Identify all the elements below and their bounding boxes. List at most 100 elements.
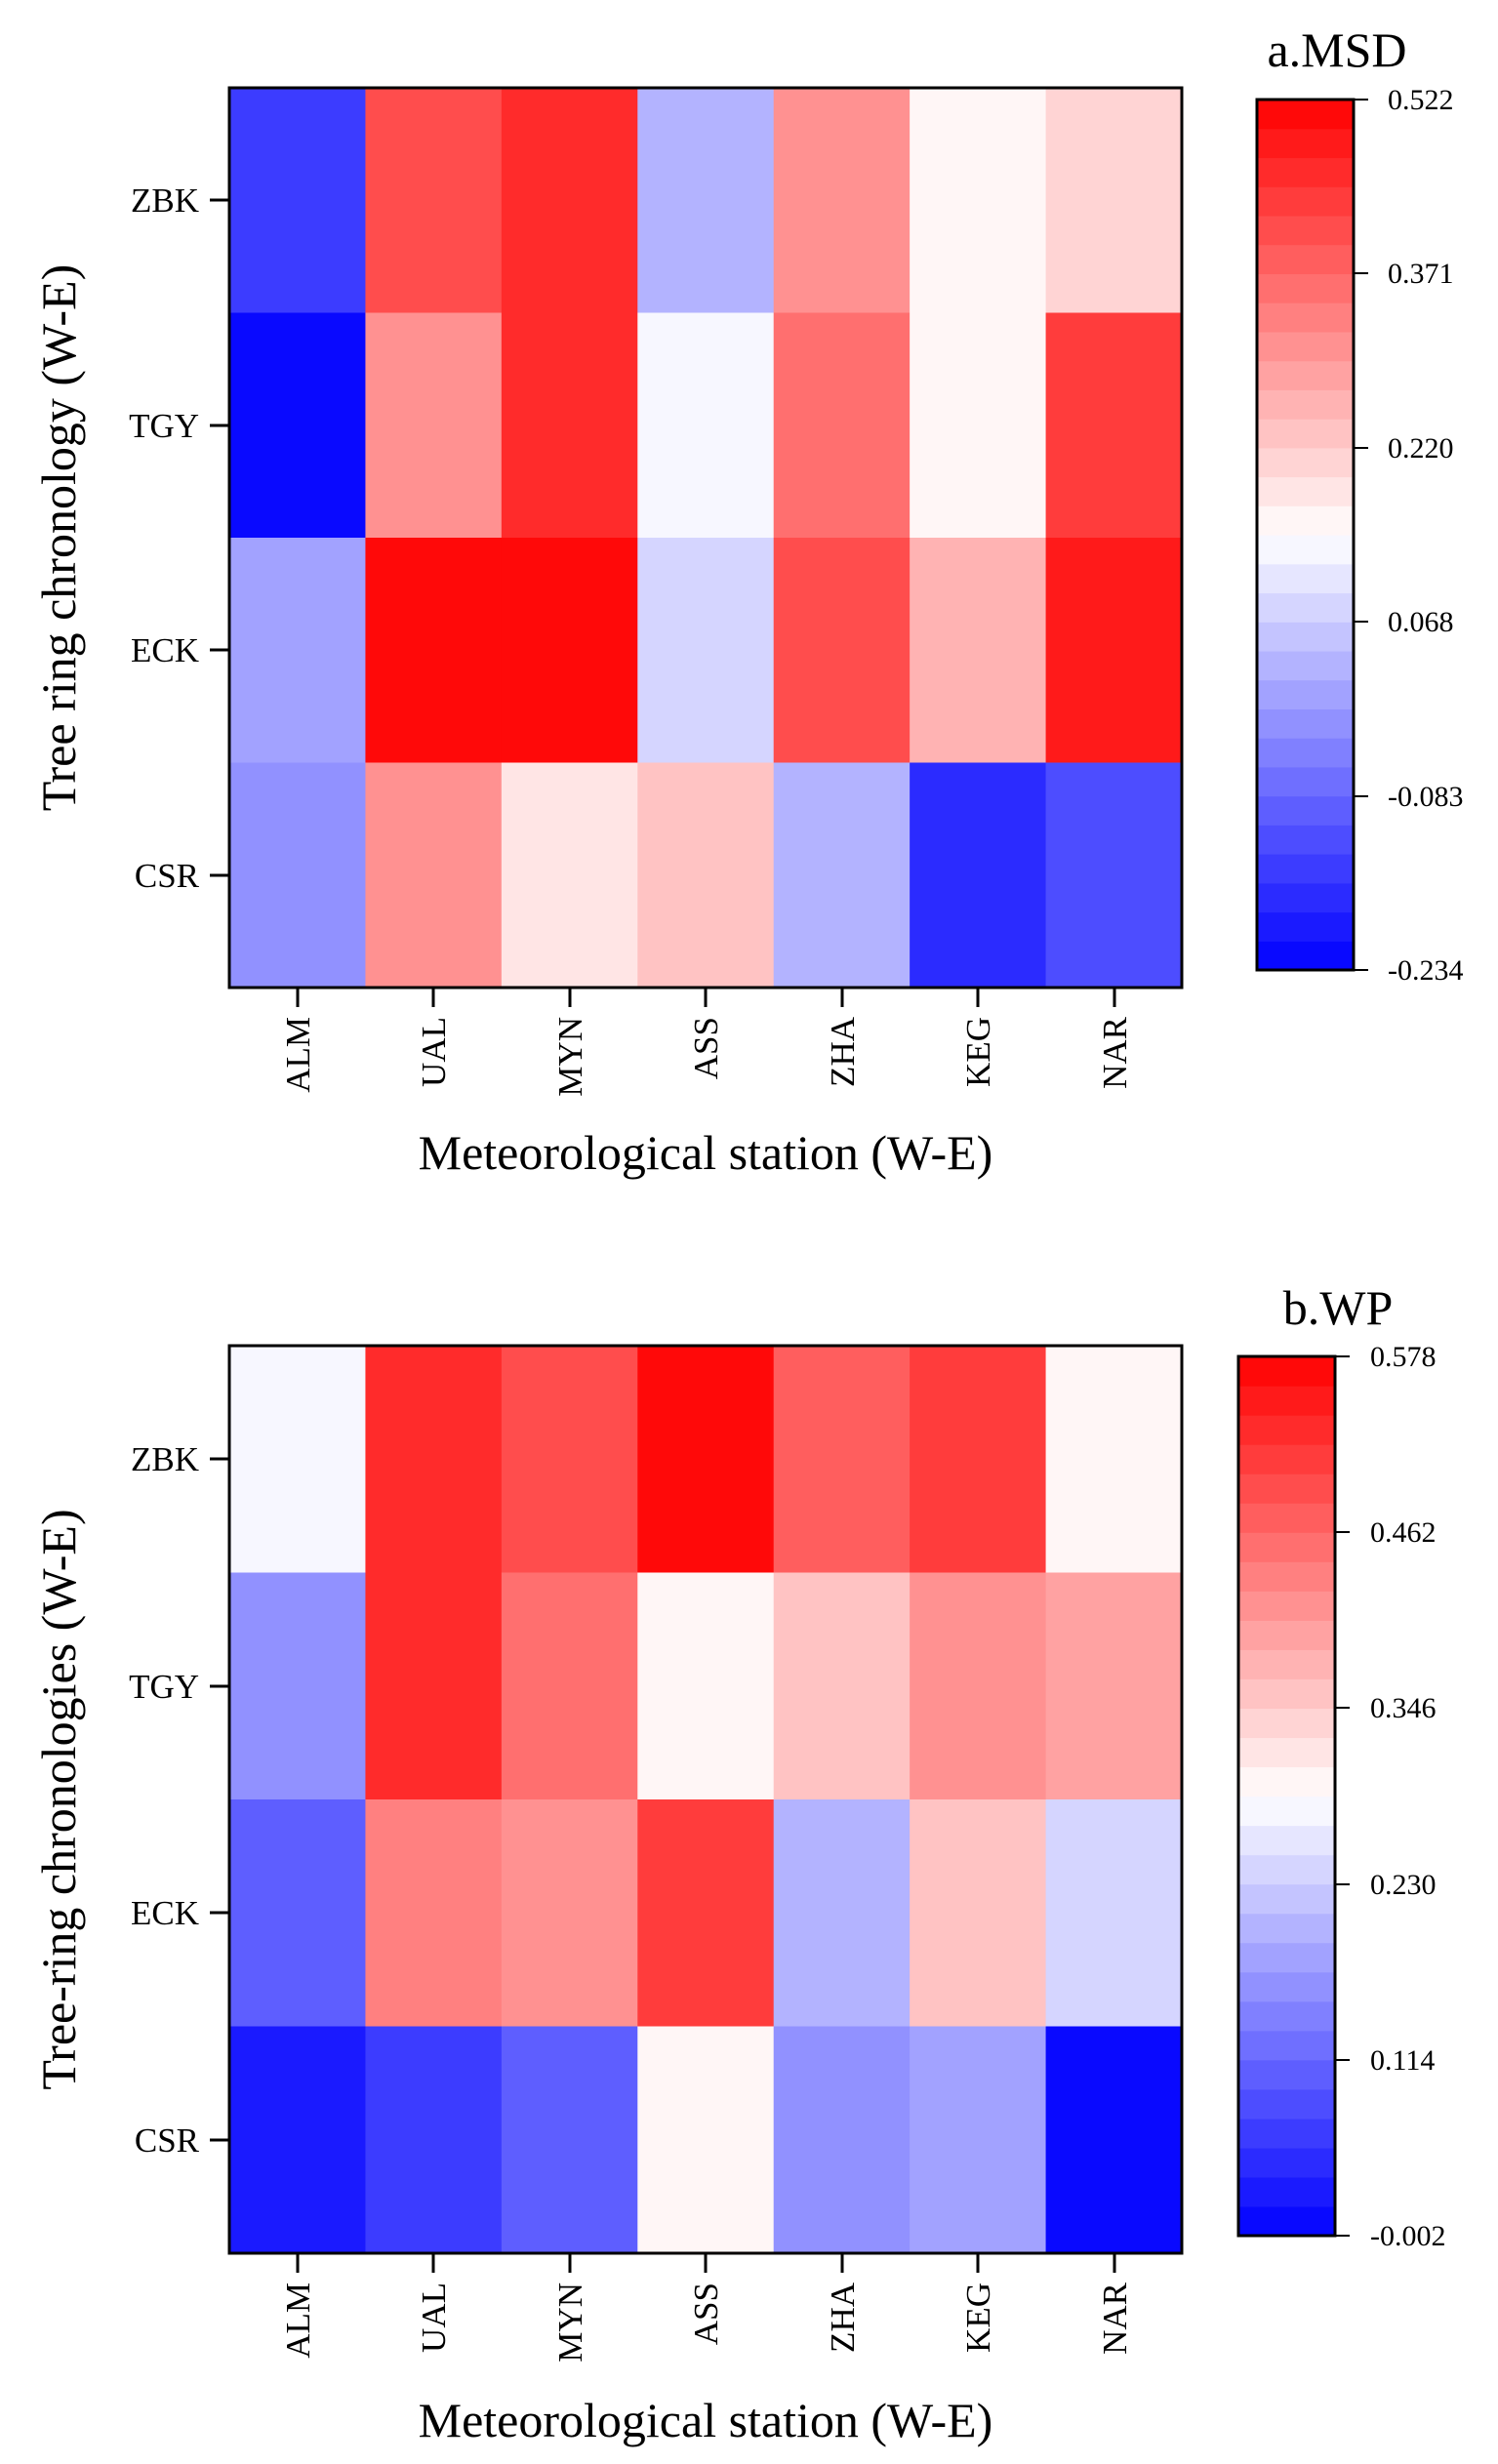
colorbar-segment [1238,1737,1335,1768]
heatmap-cell-eck-keg [910,538,1047,764]
heatmap-cell-zbk-alm [229,88,367,314]
heatmap-cell-tgy-myn [501,1572,638,1800]
colorbar-segment [1238,1678,1335,1709]
heatmap-cell-csr-nar [1045,762,1183,989]
heatmap-cell-zbk-ass [637,1346,775,1574]
colorbar-segment [1257,505,1354,536]
y-tick-label: ECK [131,1894,199,1932]
colorbar-segment [1257,766,1354,797]
heatmap-cell-csr-alm [229,2026,367,2254]
colorbar-segment [1238,1620,1335,1650]
colorbar-segment [1257,389,1354,420]
colorbar-segment [1257,273,1354,303]
x-tick-label: UAL [415,2282,453,2353]
x-axis-title-a: Meteorological station (W-E) [419,1125,993,1180]
heatmap-cell-tgy-nar [1045,312,1183,539]
heatmap-cells-b [229,1346,1183,2254]
heatmap-cell-zbk-alm [229,1346,367,1574]
x-tick-label: NAR [1096,1016,1134,1089]
panel-b: ZBK TGY ECK CSR ALM UAL MYN ASS ZHA KEG … [31,1280,1446,2447]
x-axis-a: ALM UAL MYN ASS ZHA KEG NAR [279,988,1134,1097]
colorbar-segment [1238,1854,1335,1885]
colorbar-segment [1257,738,1354,768]
heatmap-cell-eck-ual [365,538,503,764]
colorbar-ticks-b: 0.578 0.462 0.346 0.230 0.114 -0.002 [1335,1341,1446,2252]
colorbar-segment [1257,419,1354,449]
colorbar-tick-label: 0.346 [1370,1692,1437,1724]
colorbar-segment [1257,447,1354,478]
colorbar-segment [1257,592,1354,623]
chart-title-a: a.MSD [1267,22,1406,77]
x-tick-label: MYN [551,1017,589,1097]
heatmap-cell-tgy-ass [637,312,775,539]
y-axis-b: ZBK TGY ECK CSR [129,1440,229,2160]
colorbar-segment [1257,476,1354,506]
colorbar-segment [1238,1913,1335,1944]
colorbar-segment [1257,854,1354,884]
colorbar-segment [1238,1766,1335,1798]
colorbar-segment [1238,1942,1335,1973]
colorbar-segment [1238,1796,1335,1827]
colorbar-tick-label: 0.114 [1370,2044,1435,2077]
colorbar-tick-label: 0.220 [1388,432,1454,465]
heatmap-cell-tgy-alm [229,1572,367,1800]
colorbar-segment [1238,2088,1335,2120]
heatmap-cell-zbk-myn [501,88,638,314]
colorbar-tick-label: 0.068 [1388,606,1454,638]
heatmap-cell-zbk-ual [365,88,503,314]
colorbar-b [1238,1356,1335,2237]
y-axis-title-a: Tree ring chronology (W-E) [31,264,86,812]
heatmap-cell-tgy-ass [637,1572,775,1800]
colorbar-segment [1257,911,1354,942]
colorbar-segment [1257,535,1354,565]
y-axis-a: ZBK TGY ECK CSR [129,182,229,895]
colorbar-a [1257,100,1354,971]
heatmap-cell-eck-ass [637,1799,775,2028]
y-tick-label: CSR [135,2121,200,2160]
colorbar-segment [1257,622,1354,652]
colorbar-segment [1257,303,1354,333]
heatmap-cell-tgy-alm [229,312,367,539]
colorbar-segment [1257,650,1354,681]
colorbar-segment [1238,1825,1335,1856]
colorbar-ticks-a: 0.522 0.371 0.220 0.068 -0.083 -0.234 [1354,84,1464,987]
colorbar-segment [1257,215,1354,246]
x-tick-label: ALM [279,2282,317,2359]
heatmap-cell-zbk-zha [773,1346,911,1574]
colorbar-tick-label: 0.578 [1370,1341,1437,1373]
colorbar-tick-label: 0.371 [1388,258,1454,290]
colorbar-segment [1257,100,1354,130]
x-tick-label: ZHA [824,1016,862,1087]
y-axis-title-b: Tree-ring chronologies (W-E) [31,1509,86,2089]
heatmap-cell-zbk-ass [637,88,775,314]
x-tick-label: UAL [415,1017,453,1087]
heatmap-cell-csr-ual [365,2026,503,2254]
heatmap-cell-zbk-nar [1045,88,1183,314]
colorbar-frame-a [1255,98,1356,972]
x-tick-label: ASS [687,2282,725,2345]
heatmap-cell-csr-myn [501,762,638,989]
colorbar-segment [1238,1708,1335,1739]
heatmap-cell-tgy-keg [910,312,1047,539]
colorbar-segment [1257,882,1354,913]
heatmap-cell-csr-zha [773,762,911,989]
heatmap-cell-tgy-zha [773,1572,911,1800]
heatmap-cell-zbk-ual [365,1346,503,1574]
x-tick-label: ASS [687,1017,725,1079]
y-tick-label: TGY [129,1668,199,1706]
heatmap-cell-tgy-zha [773,312,911,539]
colorbar-segment [1238,2000,1335,2032]
colorbar-segment [1257,795,1354,826]
colorbar-tick-label: -0.234 [1388,954,1464,987]
colorbar-segment [1257,128,1354,159]
colorbar-tick-label: 0.522 [1388,84,1454,116]
heatmap-cell-csr-ass [637,2026,775,2254]
colorbar-segment [1238,2059,1335,2090]
heatmap-cell-csr-keg [910,762,1047,989]
y-tick-label: TGY [129,407,199,445]
colorbar-tick-label: -0.002 [1370,2220,1446,2252]
colorbar-segment [1257,360,1354,390]
heatmap-cell-zbk-keg [910,88,1047,314]
colorbar-segment [1257,941,1354,971]
